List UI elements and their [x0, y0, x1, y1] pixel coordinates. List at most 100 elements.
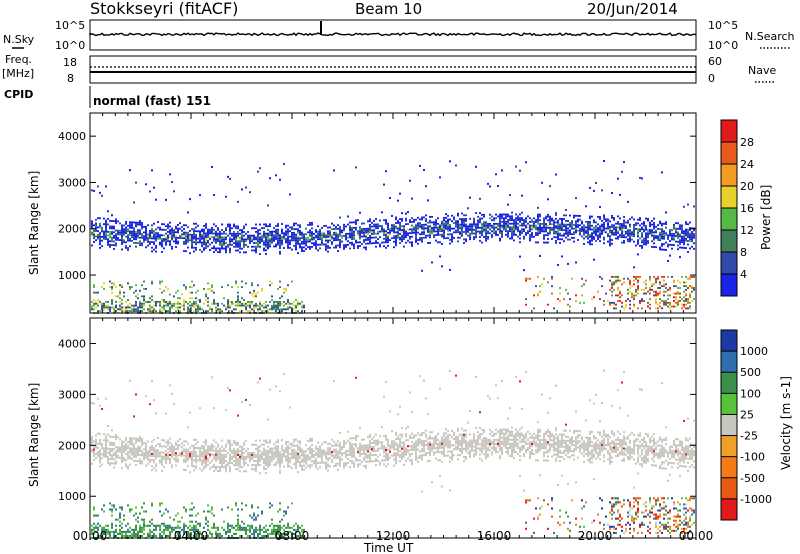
range-gate-cell — [211, 286, 213, 288]
range-gate-cell — [163, 530, 165, 533]
range-gate-cell — [205, 310, 207, 313]
range-gate-cell — [571, 236, 573, 239]
range-gate-cell — [241, 238, 243, 241]
range-gate-cell — [643, 241, 645, 244]
range-gate-cell — [137, 242, 139, 245]
range-gate-cell — [637, 275, 639, 278]
range-gate-cell — [187, 246, 189, 249]
range-gate-cell — [417, 226, 419, 228]
range-gate-cell — [449, 218, 451, 221]
range-gate-cell — [301, 300, 303, 303]
range-gate-cell — [239, 456, 241, 459]
range-gate-cell — [209, 288, 211, 290]
range-gate-cell — [339, 240, 341, 243]
range-gate-cell — [671, 305, 673, 308]
range-gate-cell — [177, 460, 179, 463]
range-gate-cell — [267, 232, 269, 235]
range-gate-cell — [129, 443, 131, 446]
range-gate-cell — [163, 247, 165, 250]
range-gate-cell — [147, 532, 149, 535]
range-gate-cell — [209, 236, 211, 239]
range-gate-cell — [689, 292, 691, 295]
range-gate-cell — [99, 442, 101, 446]
range-gate-cell — [119, 450, 121, 453]
range-gate-cell — [629, 225, 631, 228]
range-gate-cell — [277, 243, 279, 246]
range-gate-cell — [655, 277, 657, 280]
range-gate-cell — [261, 528, 263, 531]
range-gate-cell — [481, 223, 483, 225]
range-gate-cell — [369, 223, 371, 226]
range-gate-cell — [201, 243, 203, 246]
range-gate-cell — [357, 232, 359, 235]
range-gate-cell — [223, 528, 225, 531]
range-gate-cell — [227, 526, 229, 529]
range-gate-cell — [287, 243, 289, 246]
range-gate-cell — [245, 470, 247, 473]
range-gate-cell — [171, 449, 173, 453]
range-gate-cell — [289, 302, 291, 305]
range-gate-cell — [229, 243, 231, 246]
range-gate-cell — [187, 532, 189, 535]
range-gate-cell — [365, 227, 367, 230]
range-gate-cell — [399, 238, 401, 241]
range-gate-cell — [235, 238, 237, 241]
range-gate-cell — [563, 234, 565, 237]
range-gate-cell — [665, 226, 667, 229]
range-gate-cell — [157, 451, 159, 454]
range-gate-cell — [327, 226, 329, 229]
range-gate-cell — [489, 217, 491, 220]
range-gate-cell — [237, 468, 239, 471]
range-gate-cell — [659, 298, 661, 301]
range-gate-cell — [117, 448, 119, 451]
range-gate-cell — [275, 463, 277, 466]
range-gate-cell — [545, 215, 547, 218]
range-gate-cell — [305, 233, 307, 236]
range-gate-cell — [297, 229, 299, 232]
range-gate-cell — [173, 528, 175, 531]
range-gate-cell — [169, 526, 171, 529]
range-gate-cell — [153, 237, 155, 240]
range-gate-cell — [593, 237, 595, 240]
range-gate-cell — [189, 454, 191, 457]
range-gate-cell — [217, 247, 219, 250]
range-gate-cell — [145, 238, 147, 241]
range-gate-cell — [105, 528, 107, 531]
range-gate-cell — [91, 401, 93, 404]
range-gate-cell — [533, 226, 535, 229]
range-gate-cell — [281, 518, 283, 521]
range-gate-cell — [181, 233, 183, 236]
range-gate-cell — [357, 247, 359, 249]
range-gate-cell — [521, 230, 523, 233]
range-gate-cell — [689, 234, 691, 237]
range-gate-cell — [217, 534, 219, 537]
range-gate-cell — [243, 447, 245, 450]
range-gate-cell — [297, 242, 299, 245]
range-gate-cell — [667, 298, 669, 301]
range-gate-cell — [565, 227, 567, 230]
range-gate-cell — [161, 514, 163, 517]
range-gate-cell — [199, 306, 201, 309]
range-gate-cell — [523, 220, 525, 223]
range-gate-cell — [559, 232, 561, 235]
range-gate-cell — [227, 524, 229, 527]
range-gate-cell — [239, 240, 241, 243]
range-gate-cell — [693, 236, 695, 239]
range-gate-cell — [247, 528, 249, 531]
range-gate-cell — [651, 232, 653, 235]
range-gate-cell — [465, 218, 467, 220]
range-gate-cell — [115, 530, 117, 533]
range-gate-cell — [541, 226, 543, 229]
range-gate-cell — [475, 226, 477, 229]
range-gate-cell — [107, 300, 109, 303]
range-gate-cell — [101, 228, 103, 231]
range-gate-cell — [311, 245, 313, 248]
range-gate-cell — [353, 243, 355, 246]
range-gate-cell — [197, 522, 199, 525]
range-gate-cell — [391, 229, 393, 232]
range-gate-cell — [269, 240, 271, 242]
range-gate-cell — [279, 534, 281, 537]
range-gate-cell — [169, 173, 171, 176]
range-gate-cell — [575, 224, 577, 226]
range-gate-cell — [215, 225, 217, 228]
